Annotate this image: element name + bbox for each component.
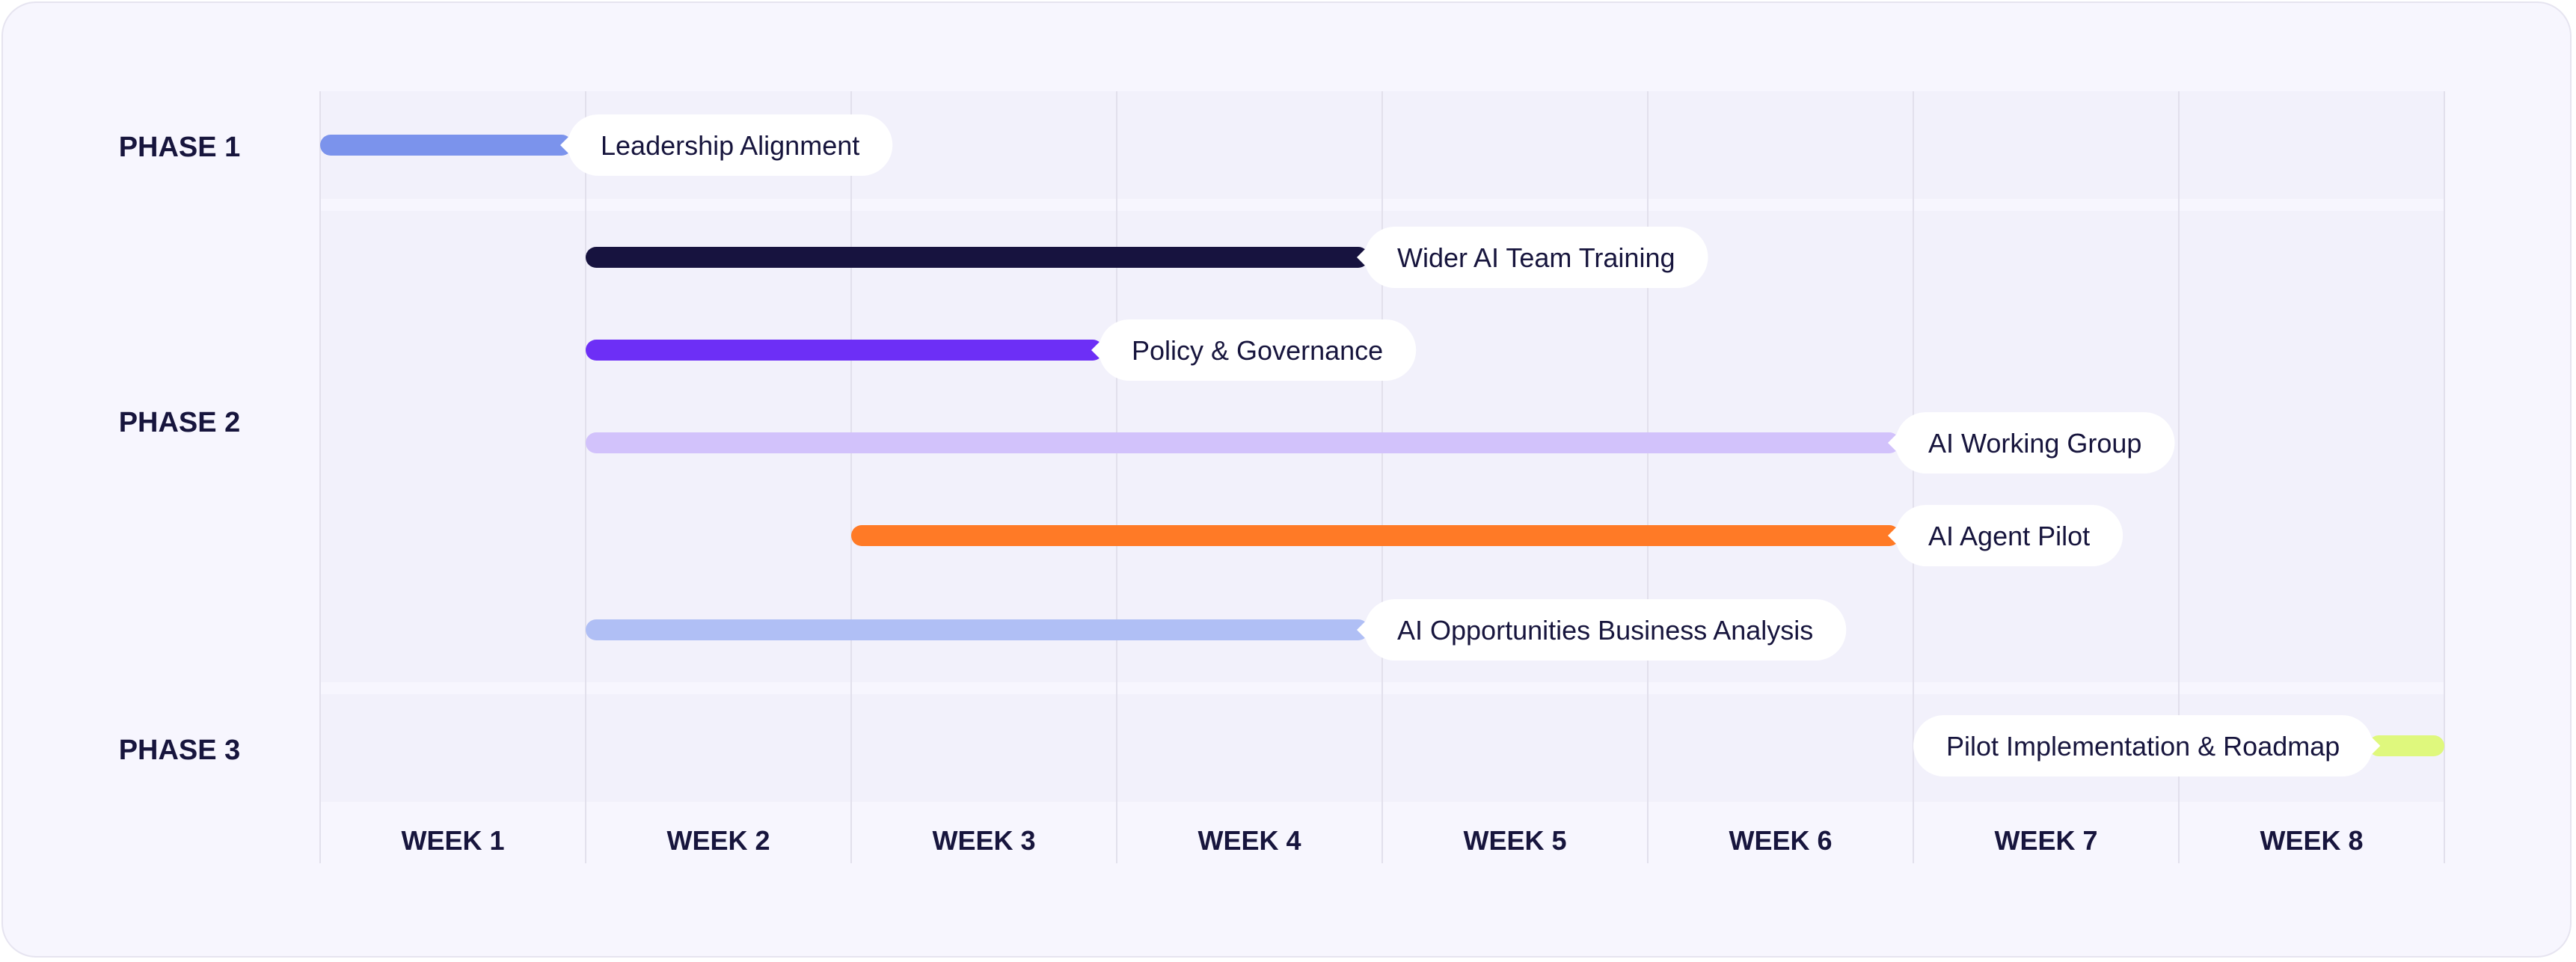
task-bar <box>586 619 1369 640</box>
task-bar <box>586 432 1900 453</box>
task-label-pill <box>1895 505 2123 566</box>
task-bar-group: Policy & Governance <box>586 319 1417 381</box>
task-bar <box>851 525 1900 546</box>
task-label: Pilot Implementation & Roadmap <box>1946 731 2340 762</box>
week-label: WEEK 3 <box>932 825 1035 856</box>
task-label-pill <box>1099 319 1417 381</box>
task-bars: Leadership Alignment Wider AI Team Traini… <box>320 114 2444 776</box>
week-label: WEEK 7 <box>1994 825 2097 856</box>
phase-label: PHASE 3 <box>119 735 241 766</box>
task-label-pill <box>1895 412 2175 474</box>
task-label-notch <box>1357 621 1366 639</box>
task-bar-group: AI Agent Pilot <box>851 505 2123 566</box>
week-label: WEEK 8 <box>2260 825 2363 856</box>
task-label: Policy & Governance <box>1132 335 1383 366</box>
week-label: WEEK 5 <box>1463 825 1566 856</box>
task-label-pill <box>1364 599 1847 661</box>
task-bar-group: Pilot Implementation & Roadmap <box>1913 715 2444 776</box>
task-label: Wider AI Team Training <box>1397 242 1675 273</box>
task-label-pill <box>1913 715 2373 776</box>
task-label: AI Opportunities Business Analysis <box>1397 615 1813 646</box>
week-label: WEEK 2 <box>666 825 770 856</box>
task-bar-group: AI Opportunities Business Analysis <box>586 599 1847 661</box>
week-labels: WEEK 1 WEEK 2 WEEK 3 WEEK 4 WEEK 5 WEEK 6 WEEK… <box>401 825 2363 856</box>
task-bar-group: AI Working Group <box>586 412 2175 474</box>
task-bar-group: Leadership Alignment <box>320 114 893 176</box>
task-label-notch <box>560 136 569 154</box>
task-bar <box>320 135 572 156</box>
task-label-pill <box>1364 227 1708 288</box>
task-label: AI Agent Pilot <box>1928 521 2090 551</box>
task-label-notch <box>2371 737 2381 755</box>
task-label: AI Working Group <box>1928 428 2141 459</box>
task-bar <box>586 340 1103 361</box>
week-gridlines <box>319 91 2445 863</box>
phase-labels: PHASE 1 PHASE 2 PHASE 3 <box>119 132 241 766</box>
week-label: WEEK 4 <box>1197 825 1301 856</box>
task-bar <box>2368 735 2444 756</box>
task-bar <box>586 247 1369 268</box>
phase-label: PHASE 2 <box>119 407 241 438</box>
task-label: Leadership Alignment <box>601 130 859 161</box>
task-label-notch <box>1888 434 1897 452</box>
task-label-notch <box>1888 527 1897 545</box>
phase-label: PHASE 1 <box>119 132 241 163</box>
week-label: WEEK 6 <box>1729 825 1832 856</box>
week-label: WEEK 1 <box>401 825 504 856</box>
task-label-notch <box>1357 248 1366 266</box>
task-bar-group: Wider AI Team Training <box>586 227 1708 288</box>
task-label-notch <box>1091 341 1100 359</box>
task-label-pill <box>568 114 893 176</box>
gantt-chart: PHASE 1 PHASE 2 PHASE 3 WEEK 1 WEEK 2 WEEK 3… <box>119 91 2445 863</box>
